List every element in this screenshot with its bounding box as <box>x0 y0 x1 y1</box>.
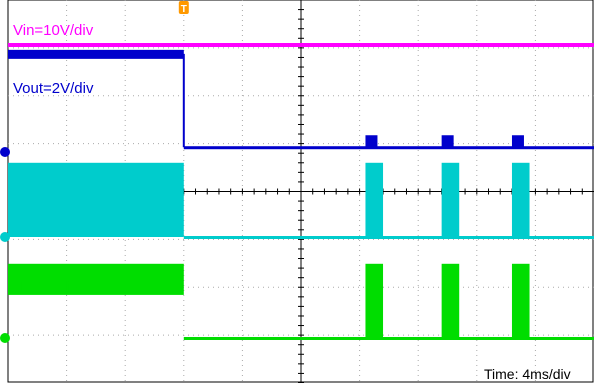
channel-marker-2 <box>0 232 10 242</box>
channel-label-il: IL=2A/div <box>15 279 78 296</box>
trace-il-switching <box>8 263 184 295</box>
channel-markers: T <box>0 1 189 343</box>
trace-vout-bump <box>365 135 378 148</box>
trace-lx-switching <box>8 162 184 237</box>
channel-marker-1 <box>0 147 10 157</box>
trace-lx-pulse <box>441 162 460 238</box>
trace-il-pulse <box>365 263 384 339</box>
channel-label-vin: Vin=10V/div <box>13 22 94 39</box>
channel-label-lx: LX=10V/div <box>15 161 93 178</box>
trigger-marker <box>178 1 189 14</box>
trace-vout-bump <box>441 135 454 148</box>
trace-lx-pulse <box>365 162 384 238</box>
channel-label-vout: Vout=2V/div <box>13 80 94 97</box>
channel-marker-3 <box>0 333 10 343</box>
trace-lx-low <box>183 236 594 239</box>
trace-il-low <box>183 337 594 340</box>
traces <box>8 43 594 340</box>
trace-vin <box>8 43 594 47</box>
trace-il-pulse <box>441 263 460 339</box>
trace-il-pulse <box>511 263 530 339</box>
trace-vout-low <box>183 146 594 150</box>
trace-lx-pulse <box>511 162 530 238</box>
trace-vout-high <box>8 49 184 59</box>
trigger-marker-label: T <box>181 4 187 15</box>
time-scale-label: Time: 4ms/div <box>484 366 571 382</box>
trace-vout-bump <box>511 135 524 148</box>
